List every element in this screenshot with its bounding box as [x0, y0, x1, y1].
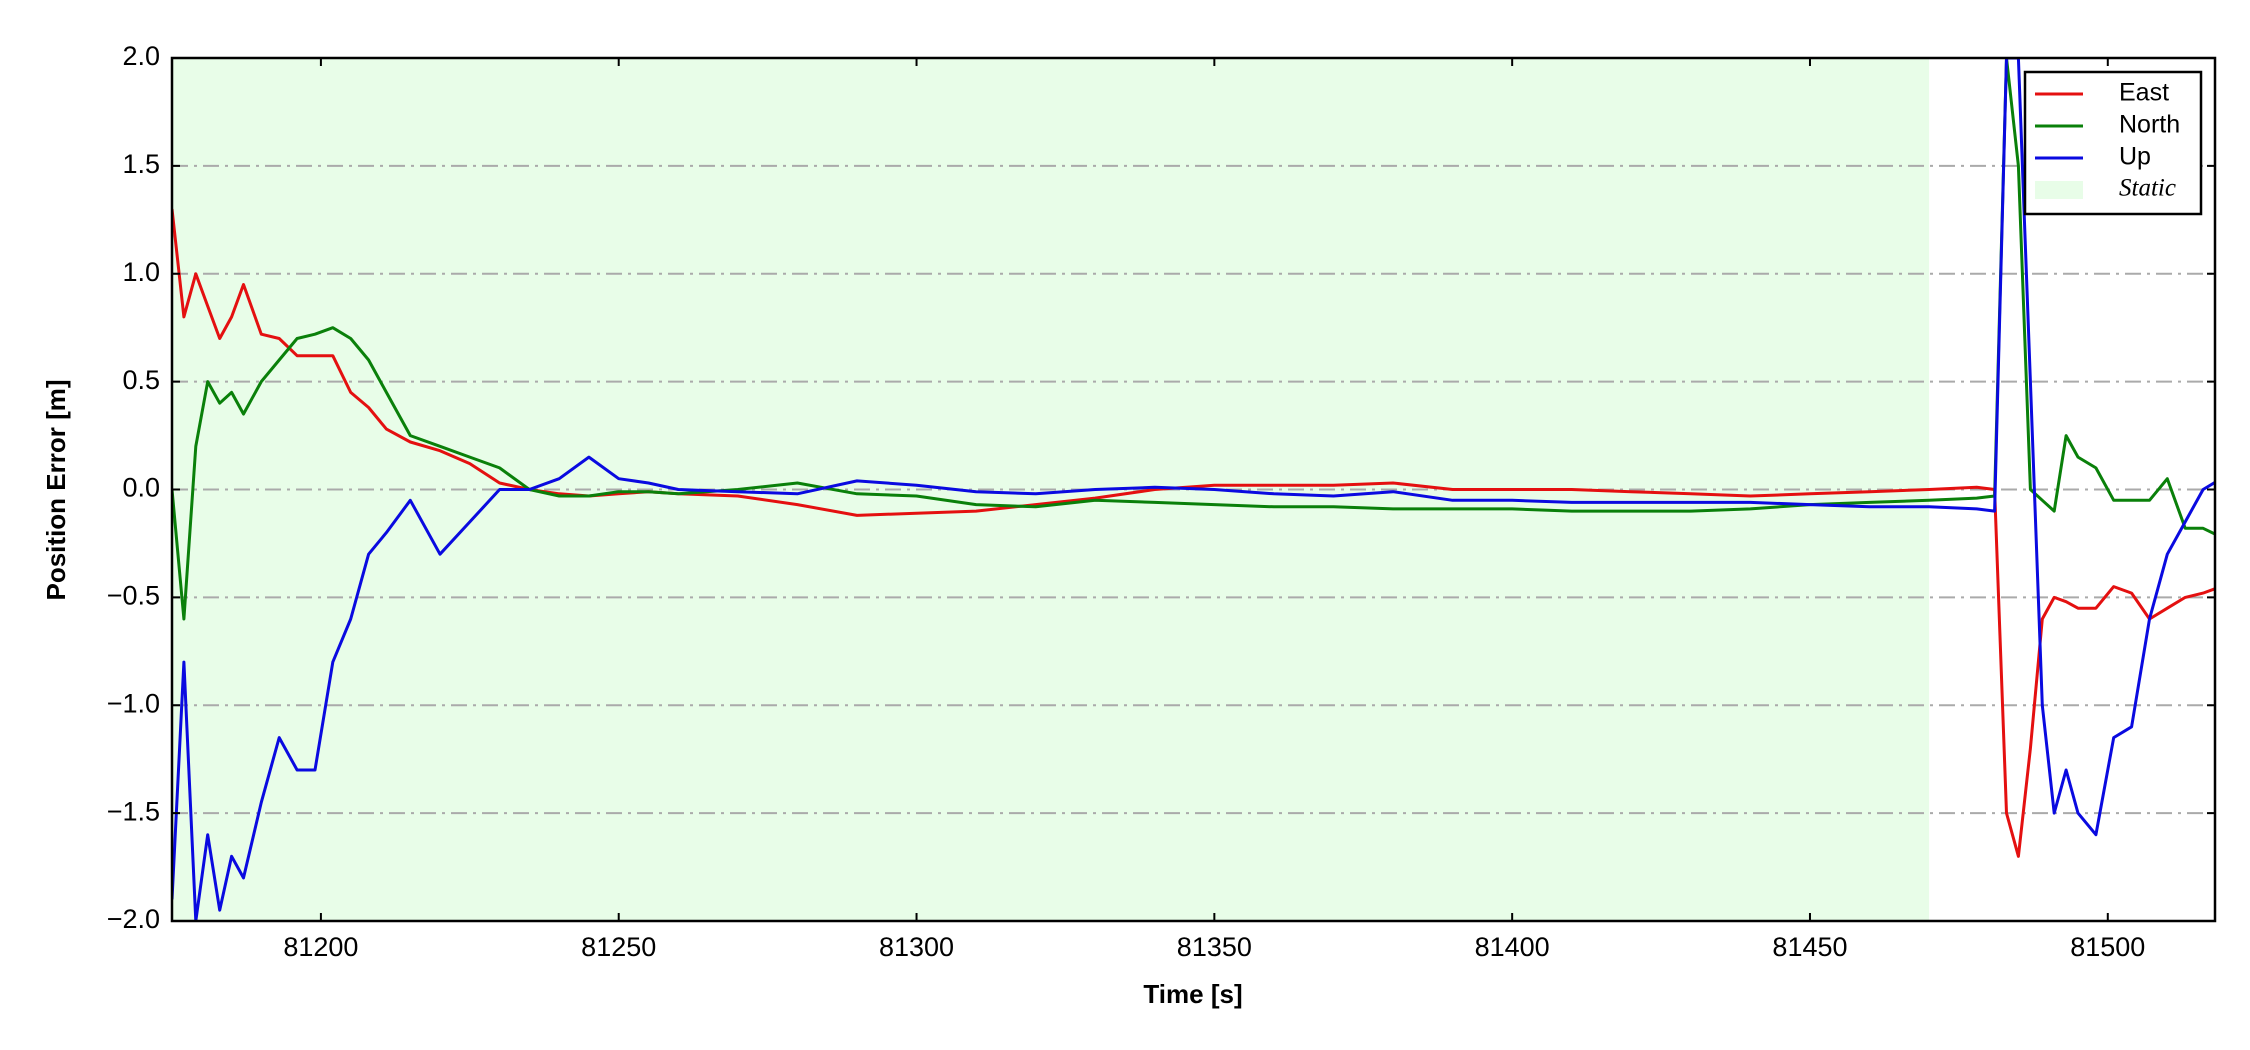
x-tick-label: 81350: [1177, 932, 1252, 962]
y-tick-label: −1.0: [107, 688, 160, 718]
series-line: [172, 208, 2215, 858]
legend: East North Up Static: [2023, 70, 2203, 216]
y-tick-label: 0.0: [122, 473, 160, 503]
x-tick-label: 81300: [879, 932, 954, 962]
x-axis-label: Time [s]: [1143, 979, 1242, 1009]
x-tick-label: 81200: [283, 932, 358, 962]
y-tick-label: 1.0: [122, 257, 160, 287]
x-tick-label: 81500: [2070, 932, 2145, 962]
y-axis-label: Position Error [m]: [41, 379, 71, 600]
x-tick-label: 81400: [1475, 932, 1550, 962]
x-tick-label: 81450: [1772, 932, 1847, 962]
legend-label: North: [2119, 111, 2180, 139]
y-tick-label: 1.5: [122, 149, 160, 179]
legend-swatch: [2035, 181, 2083, 199]
plot-frame: [170, 56, 2217, 923]
series-line: [172, 58, 2215, 621]
y-tick-label: 2.0: [122, 41, 160, 71]
legend-label: East: [2119, 79, 2169, 107]
y-tick-label: 0.5: [122, 365, 160, 395]
legend-label: Up: [2119, 143, 2151, 171]
x-tick-label: 81250: [581, 932, 656, 962]
y-tick-label: −0.5: [107, 581, 160, 611]
series-line: [172, 58, 2215, 921]
y-tick-label: −1.5: [107, 796, 160, 826]
legend-label: Static: [2119, 175, 2176, 202]
y-tick-label: −2.0: [107, 904, 160, 934]
plot-area: [172, 58, 2215, 921]
